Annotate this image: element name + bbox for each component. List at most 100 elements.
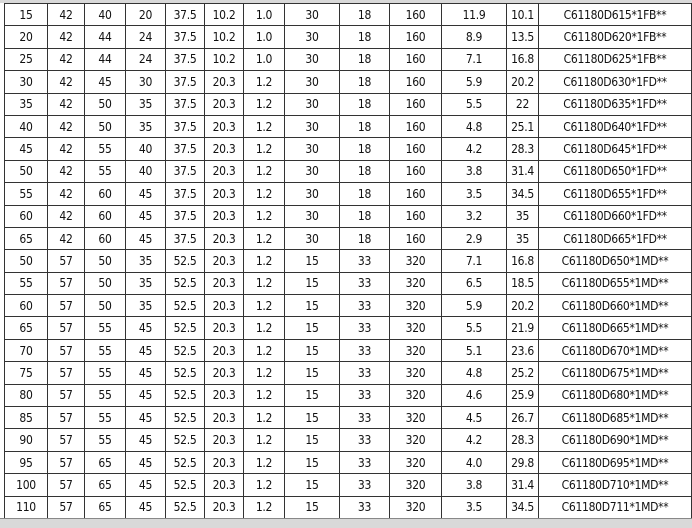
table-cell: 42 xyxy=(47,92,85,116)
table-cell: 52.5 xyxy=(165,294,205,318)
table-cell: 52.5 xyxy=(165,271,205,296)
part-number-cell: C61180D711*1MD** xyxy=(538,495,692,519)
table-cell: 15 xyxy=(284,450,340,475)
table-row: 60 42 60 45 37.5 20.3 1.2 30 18 160 3.2 35 C61180D66… xyxy=(4,204,692,228)
table-cell: 55 xyxy=(84,428,126,452)
table-cell: 55 xyxy=(84,406,126,430)
table-cell: 15 xyxy=(284,294,340,318)
table-cell: 45 xyxy=(125,316,166,340)
table-cell: 25.1 xyxy=(506,114,539,139)
table-cell: 1.2 xyxy=(243,271,285,296)
table-cell: 65 xyxy=(4,316,48,340)
table-cell: 40 xyxy=(125,137,166,161)
table-cell: 52.5 xyxy=(165,406,205,430)
table-cell: 1.0 xyxy=(243,2,285,27)
table-cell: 42 xyxy=(47,137,85,161)
table-cell: 50 xyxy=(84,249,126,273)
part-number-cell: C61180D640*1FD** xyxy=(538,114,692,139)
table-cell: 1.2 xyxy=(243,92,285,116)
table-cell: 20.3 xyxy=(204,114,244,139)
table-cell: 160 xyxy=(389,159,442,184)
table-cell: 52.5 xyxy=(165,249,205,273)
table-cell: 60 xyxy=(84,204,126,228)
table-cell: 30 xyxy=(4,70,48,94)
table-cell: 45 xyxy=(125,338,166,363)
table-cell: 45 xyxy=(125,450,166,475)
table-cell: 42 xyxy=(47,47,85,72)
part-number-cell: C61180D645*1FD** xyxy=(538,137,692,161)
table-cell: 34.5 xyxy=(506,495,539,519)
spec-table: 15 42 40 20 37.5 10.2 1.0 30 18 160 11.9 10.1 C61180… xyxy=(4,2,692,519)
table-cell: 20 xyxy=(125,2,166,27)
table-cell: 21.9 xyxy=(506,316,539,340)
table-cell: 320 xyxy=(389,249,442,273)
table-cell: 25 xyxy=(4,47,48,72)
table-row: 45 42 55 40 37.5 20.3 1.2 30 18 160 4.2 28.3 C61180D… xyxy=(4,137,692,161)
table-cell: 160 xyxy=(389,2,442,27)
bottom-band xyxy=(0,518,692,528)
table-cell: 10.2 xyxy=(204,47,244,72)
table-cell: 60 xyxy=(84,226,126,251)
table-cell: 40 xyxy=(4,114,48,139)
table-cell: 30 xyxy=(284,137,340,161)
table-cell: 15 xyxy=(284,473,340,497)
table-cell: 37.5 xyxy=(165,47,205,72)
table-cell: 1.2 xyxy=(243,495,285,519)
table-cell: 15 xyxy=(4,2,48,27)
table-cell: 20.3 xyxy=(204,204,244,228)
table-cell: 18 xyxy=(339,137,390,161)
table-cell: 11.9 xyxy=(441,2,507,27)
part-number-cell: C61180D680*1MD** xyxy=(538,383,692,408)
table-cell: 1.2 xyxy=(243,159,285,184)
table-cell: 320 xyxy=(389,294,442,318)
table-cell: 57 xyxy=(47,406,85,430)
table-cell: 40 xyxy=(84,2,126,27)
table-cell: 1.2 xyxy=(243,294,285,318)
table-cell: 30 xyxy=(284,226,340,251)
table-cell: 3.5 xyxy=(441,495,507,519)
table-cell: 33 xyxy=(339,450,390,475)
table-cell: 20.3 xyxy=(204,226,244,251)
table-cell: 42 xyxy=(47,25,85,49)
part-number-cell: C61180D670*1MD** xyxy=(538,338,692,363)
table-cell: 57 xyxy=(47,383,85,408)
table-row: 95 57 65 45 52.5 20.3 1.2 15 33 320 4.0 29.8 C61180D… xyxy=(4,450,692,475)
table-cell: 42 xyxy=(47,204,85,228)
table-cell: 4.6 xyxy=(441,383,507,408)
table-cell: 18 xyxy=(339,159,390,184)
table-cell: 30 xyxy=(284,204,340,228)
part-number-cell: C61180D660*1FD** xyxy=(538,204,692,228)
table-row: 110 57 65 45 52.5 20.3 1.2 15 33 320 3.5 34.5 C61180… xyxy=(4,495,692,519)
table-cell: 5.9 xyxy=(441,70,507,94)
table-cell: 65 xyxy=(4,226,48,251)
table-cell: 45 xyxy=(125,406,166,430)
table-cell: 20.3 xyxy=(204,450,244,475)
table-cell: 1.2 xyxy=(243,406,285,430)
table-cell: 35 xyxy=(506,226,539,251)
table-cell: 52.5 xyxy=(165,361,205,385)
table-row: 35 42 50 35 37.5 20.3 1.2 30 18 160 5.5 22 C61180D63… xyxy=(4,92,692,116)
table-cell: 4.8 xyxy=(441,361,507,385)
table-cell: 57 xyxy=(47,450,85,475)
table-cell: 160 xyxy=(389,204,442,228)
table-cell: 320 xyxy=(389,450,442,475)
table-cell: 10.2 xyxy=(204,2,244,27)
table-cell: 4.8 xyxy=(441,114,507,139)
table-cell: 1.0 xyxy=(243,25,285,49)
table-cell: 60 xyxy=(84,182,126,206)
table-row: 100 57 65 45 52.5 20.3 1.2 15 33 320 3.8 31.4 C61180… xyxy=(4,473,692,497)
table-cell: 110 xyxy=(4,495,48,519)
table-cell: 25.9 xyxy=(506,383,539,408)
table-body: 15 42 40 20 37.5 10.2 1.0 30 18 160 11.9 10.1 C61180… xyxy=(4,2,692,519)
part-number-cell: C61180D620*1FB** xyxy=(538,25,692,49)
part-number-cell: C61180D690*1MD** xyxy=(538,428,692,452)
table-cell: 33 xyxy=(339,294,390,318)
part-number-cell: C61180D685*1MD** xyxy=(538,406,692,430)
table-cell: 1.0 xyxy=(243,47,285,72)
part-number-cell: C61180D655*1FD** xyxy=(538,182,692,206)
table-cell: 90 xyxy=(4,428,48,452)
part-number-cell: C61180D710*1MD** xyxy=(538,473,692,497)
table-row: 55 57 50 35 52.5 20.3 1.2 15 33 320 6.5 18.5 C61180D… xyxy=(4,271,692,296)
table-cell: 20.3 xyxy=(204,92,244,116)
table-cell: 52.5 xyxy=(165,495,205,519)
